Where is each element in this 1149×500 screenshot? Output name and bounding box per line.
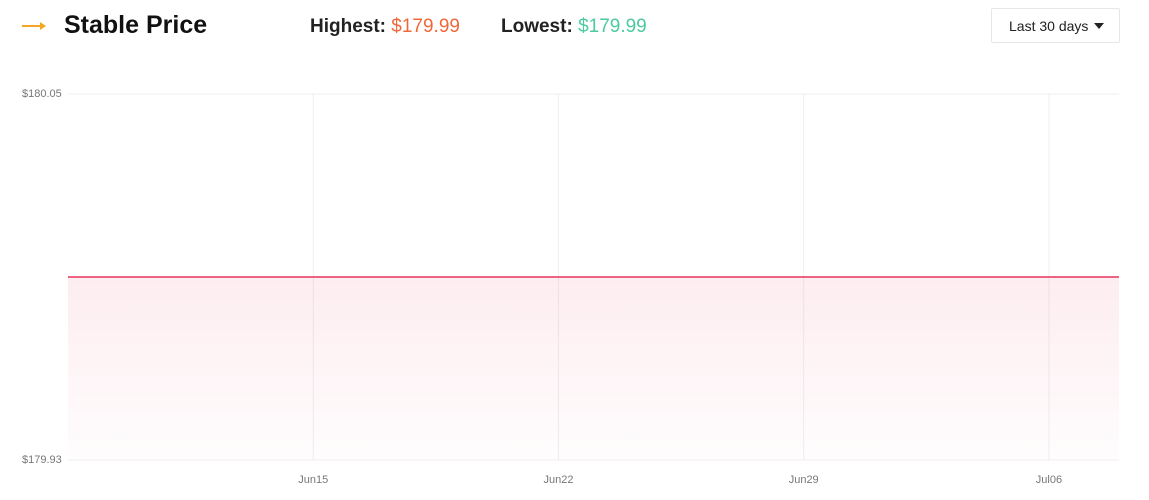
lowest: Lowest: $179.99 — [501, 16, 647, 38]
lowest-label: Lowest: — [501, 16, 573, 37]
highest: Highest: $179.99 — [310, 16, 460, 38]
lowest-value: $179.99 — [578, 16, 647, 37]
highest-label: Highest: — [310, 16, 386, 37]
x-tick-label: Jun22 — [543, 474, 573, 486]
title: Stable Price — [64, 11, 208, 39]
highest-value: $179.99 — [391, 16, 460, 37]
range-select[interactable]: Last 30 days — [991, 8, 1120, 43]
x-tick-label: Jun15 — [298, 474, 328, 486]
price-area — [68, 277, 1119, 460]
arrow-icon — [22, 22, 46, 30]
header: Stable Price Highest: $179.99 Lowest: $1… — [0, 0, 1149, 52]
x-tick-label: Jul06 — [1036, 474, 1062, 486]
x-tick-label: Jun29 — [789, 474, 819, 486]
y-tick-label: $180.05 — [22, 88, 62, 100]
y-tick-label: $179.93 — [22, 454, 62, 466]
dropdown-icon — [1094, 23, 1104, 29]
range-select-text: Last 30 days — [1009, 18, 1089, 34]
